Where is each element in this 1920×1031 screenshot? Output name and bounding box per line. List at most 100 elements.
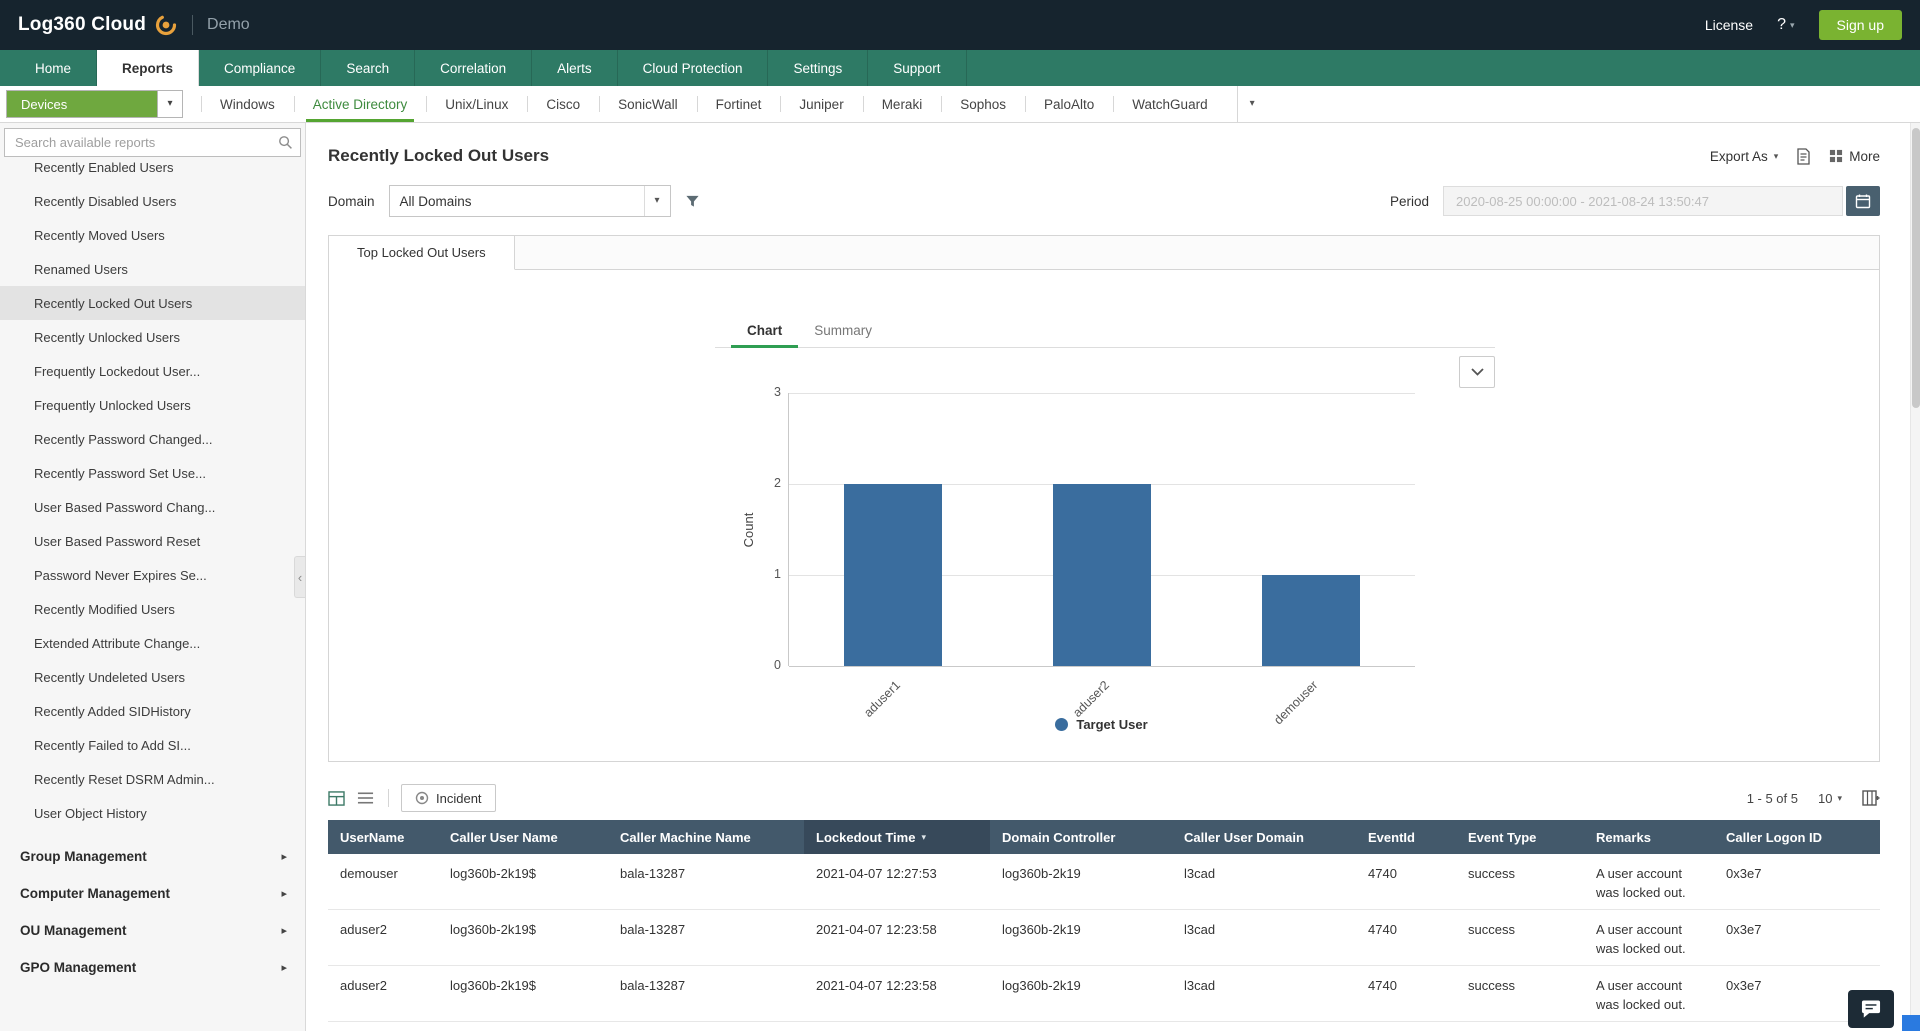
device-tab[interactable]: SonicWall [599, 86, 697, 122]
cell-caller-user-domain: l3cad [1184, 922, 1216, 937]
chat-badge[interactable] [1902, 1015, 1920, 1031]
report-list-item[interactable]: Recently Added SIDHistory [0, 694, 305, 728]
search-input[interactable] [4, 128, 301, 157]
report-list-item[interactable]: User Object History [0, 796, 305, 830]
vertical-scrollbar[interactable] [1910, 123, 1920, 1031]
device-tab[interactable]: Windows [201, 86, 294, 122]
report-list-item[interactable]: Recently Modified Users [0, 592, 305, 626]
device-tabs-overflow-button[interactable]: ▾ [1236, 86, 1267, 122]
nav-tab-label: Support [893, 60, 941, 76]
device-tab[interactable]: Sophos [941, 86, 1025, 122]
list-view-icon[interactable] [357, 791, 374, 805]
column-header[interactable]: UserName ▾ [328, 820, 438, 854]
more-label: More [1849, 148, 1880, 164]
report-group-item[interactable]: OU Management ▸ [0, 912, 305, 949]
report-item-label: Extended Attribute Change... [34, 635, 201, 651]
scrollbar-thumb[interactable] [1912, 128, 1920, 408]
title-row: Recently Locked Out Users Export As ▾ [328, 141, 1880, 171]
column-header[interactable]: Domain Controller ▾ [990, 820, 1172, 854]
column-header[interactable]: Caller Logon ID ▾ [1714, 820, 1880, 854]
devices-selector[interactable]: Devices ▾ [6, 90, 183, 118]
device-tab[interactable]: Cisco [527, 86, 599, 122]
column-header[interactable]: Caller Machine Name ▾ [608, 820, 804, 854]
device-tab[interactable]: Juniper [780, 86, 862, 122]
chart-collapse-button[interactable] [1459, 356, 1495, 388]
report-list-item[interactable]: Password Never Expires Se... [0, 558, 305, 592]
report-group-item[interactable]: Group Management ▸ [0, 838, 305, 875]
report-group-item[interactable]: Computer Management ▸ [0, 875, 305, 912]
report-list-item[interactable]: Recently Unlocked Users [0, 320, 305, 354]
column-header-label: UserName [340, 829, 405, 845]
search-icon[interactable] [278, 135, 293, 150]
cell-lockedout-time: 2021-04-07 12:23:58 [816, 978, 937, 993]
column-header[interactable]: Lockedout Time ▾ [804, 820, 990, 854]
nav-tab[interactable]: Cloud Protection [618, 50, 769, 86]
chat-button[interactable] [1848, 990, 1894, 1028]
cell-lockedout-time: 2021-04-07 12:23:58 [816, 922, 937, 937]
calendar-icon [1855, 194, 1871, 209]
report-list-item[interactable]: Recently Locked Out Users [0, 286, 305, 320]
device-tab[interactable]: PaloAlto [1025, 86, 1113, 122]
domain-select[interactable]: All Domains ▾ [388, 185, 671, 217]
nav-tab[interactable]: Home [10, 50, 98, 86]
chat-icon [1861, 999, 1881, 1018]
nav-tab[interactable]: Compliance [199, 50, 322, 86]
report-list-item[interactable]: Recently Password Changed... [0, 422, 305, 456]
device-tab[interactable]: Meraki [862, 86, 942, 122]
report-list-item[interactable]: Extended Attribute Change... [0, 626, 305, 660]
export-as-button[interactable]: Export As ▾ [1710, 149, 1778, 164]
schedule-report-icon[interactable] [1796, 147, 1811, 165]
report-group-item[interactable]: GPO Management ▸ [0, 949, 305, 986]
column-chooser-icon[interactable] [1862, 790, 1880, 806]
report-list-item[interactable]: Renamed Users [0, 252, 305, 286]
device-tab[interactable]: Fortinet [696, 86, 781, 122]
help-menu[interactable]: ? ▾ [1777, 16, 1794, 34]
license-link[interactable]: License [1704, 17, 1754, 33]
report-list-item[interactable]: User Based Password Chang... [0, 490, 305, 524]
column-header[interactable]: Event Type ▾ [1456, 820, 1584, 854]
page-size-select[interactable]: 10 ▾ [1818, 791, 1842, 806]
incident-button[interactable]: Incident [401, 784, 496, 812]
report-list-item[interactable]: Recently Disabled Users [0, 184, 305, 218]
report-list-item[interactable]: Recently Password Set Use... [0, 456, 305, 490]
nav-tab[interactable]: Reports [97, 50, 200, 86]
grid-view-icon[interactable] [328, 790, 345, 806]
column-header[interactable]: Caller User Name ▾ [438, 820, 608, 854]
report-list-item[interactable]: Recently Reset DSRM Admin... [0, 762, 305, 796]
tab-summary[interactable]: Summary [814, 323, 873, 338]
cell-domain-controller: log360b-2k19 [1002, 922, 1081, 937]
signup-button[interactable]: Sign up [1818, 10, 1902, 40]
report-list-item[interactable]: Recently Failed to Add SI... [0, 728, 305, 762]
report-list-item[interactable]: Recently Moved Users [0, 218, 305, 252]
gridline [789, 666, 1415, 667]
report-item-label: User Based Password Reset [34, 533, 201, 549]
tab-top-locked-out-users[interactable]: Top Locked Out Users [329, 236, 515, 270]
nav-tab[interactable]: Alerts [532, 50, 618, 86]
nav-tab[interactable]: Search [321, 50, 416, 86]
report-list-item[interactable]: Frequently Unlocked Users [0, 388, 305, 422]
nav-tab[interactable]: Correlation [415, 50, 533, 86]
calendar-button[interactable] [1846, 186, 1880, 216]
filter-icon[interactable] [685, 194, 700, 209]
more-button[interactable]: More [1829, 149, 1880, 164]
devices-caret-box[interactable]: ▾ [157, 91, 182, 117]
device-tab[interactable]: WatchGuard [1113, 86, 1226, 122]
period-input[interactable] [1443, 186, 1843, 216]
column-header[interactable]: Caller User Domain ▾ [1172, 820, 1356, 854]
device-tab[interactable]: Unix/Linux [426, 86, 527, 122]
report-list-item[interactable]: Recently Undeleted Users [0, 660, 305, 694]
cell-remarks: A user account was locked out. [1596, 922, 1686, 956]
tab-chart[interactable]: Chart [731, 316, 799, 348]
device-tab[interactable]: Active Directory [293, 86, 427, 122]
caret-down-icon: ▾ [1789, 19, 1795, 30]
report-list-item[interactable]: User Based Password Reset [0, 524, 305, 558]
nav-tab[interactable]: Support [868, 50, 967, 86]
column-header[interactable]: EventId ▾ [1356, 820, 1456, 854]
nav-tab[interactable]: Settings [768, 50, 869, 86]
column-header[interactable]: Remarks ▾ [1584, 820, 1714, 854]
select-caret-box[interactable]: ▾ [643, 186, 670, 216]
report-list-item[interactable]: Recently Enabled Users [0, 150, 305, 184]
sidebar-collapse-handle[interactable]: ‹ [294, 556, 305, 598]
caret-down-icon: ▾ [1837, 792, 1842, 803]
report-list-item[interactable]: Frequently Lockedout User... [0, 354, 305, 388]
